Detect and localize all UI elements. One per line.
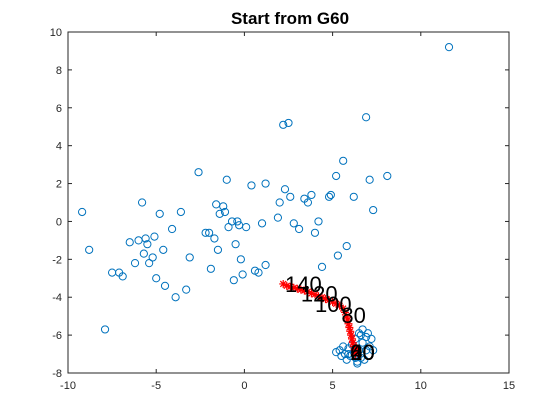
y-tick-label: 4	[56, 141, 62, 153]
x-tick-label: 15	[503, 380, 515, 392]
y-tick-label: -8	[52, 368, 62, 380]
x-tick-label: -10	[60, 380, 76, 392]
plot-area	[68, 32, 509, 373]
iteration-label: 0	[350, 340, 362, 365]
y-tick-label: 6	[56, 103, 62, 115]
x-tick-label: 10	[415, 380, 427, 392]
y-tick-label: -6	[52, 330, 62, 342]
y-tick-label: 0	[56, 216, 62, 228]
x-tick-label: 5	[330, 380, 336, 392]
x-tick-label: -5	[151, 380, 161, 392]
iteration-label: 80	[341, 303, 365, 328]
chart-title: Start from G60	[231, 9, 349, 28]
y-tick-label: 2	[56, 179, 62, 191]
y-tick-label: 10	[50, 27, 62, 39]
y-tick-label: 8	[56, 65, 62, 77]
y-tick-label: -2	[52, 254, 62, 266]
x-tick-label: 0	[241, 380, 247, 392]
y-tick-label: -4	[52, 292, 62, 304]
